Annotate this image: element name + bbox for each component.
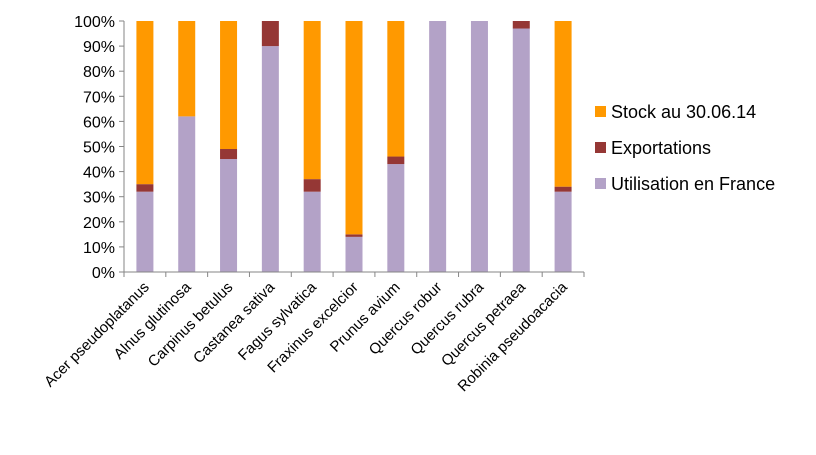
bar-segment [220, 149, 238, 160]
y-tick-label: 10% [83, 240, 115, 257]
bar-segment [387, 156, 405, 165]
plot-area [136, 21, 572, 273]
y-tick-label: 50% [83, 140, 115, 157]
legend-swatch [595, 178, 606, 189]
bar-segment [261, 21, 279, 47]
bar-segment [554, 186, 572, 192]
legend: Stock au 30.06.14 Exportations Utilisation… [595, 102, 775, 194]
y-tick-label: 80% [83, 64, 115, 81]
bar-segment [178, 116, 196, 272]
bar-segment [136, 21, 154, 185]
bar-segment [345, 21, 363, 235]
category-label: Quercus robur [366, 279, 446, 359]
bar-segment [178, 21, 196, 117]
legend-label: Exportations [611, 138, 711, 158]
bar-segment [345, 234, 363, 237]
bar-segment [554, 191, 572, 272]
bar-segment [136, 184, 154, 192]
category-label: Quercus rubra [407, 278, 487, 358]
bar-segment [303, 179, 321, 192]
bar-segment [303, 191, 321, 272]
y-tick-label: 70% [83, 89, 115, 106]
y-tick-label: 100% [74, 14, 115, 31]
bar-segment [220, 159, 238, 272]
bar-segment [136, 191, 154, 272]
bar-segment [345, 236, 363, 272]
y-tick-label: 40% [83, 165, 115, 182]
bar-segment [303, 21, 321, 180]
bar-segment [387, 21, 405, 157]
bar-segment [220, 21, 238, 150]
bar-segment [470, 21, 488, 272]
legend-swatch [595, 106, 606, 117]
bar-segment [429, 21, 447, 272]
legend-swatch [595, 142, 606, 153]
y-tick-label: 20% [83, 215, 115, 232]
bar-segment [512, 28, 530, 273]
bar-segment [387, 164, 405, 272]
legend-label: Utilisation en France [611, 174, 775, 194]
bar-segment [512, 21, 530, 29]
y-tick-label: 60% [83, 114, 115, 131]
bar-segment [554, 21, 572, 187]
bar-segment [261, 46, 279, 272]
y-tick-label: 30% [83, 190, 115, 207]
legend-label: Stock au 30.06.14 [611, 102, 756, 122]
axes: 0% 10% 20% 30% 40% 50% 60% 70% 80% 90% 100% [74, 14, 585, 282]
y-tick-label: 0% [92, 265, 115, 282]
y-tick-label: 90% [83, 39, 115, 56]
